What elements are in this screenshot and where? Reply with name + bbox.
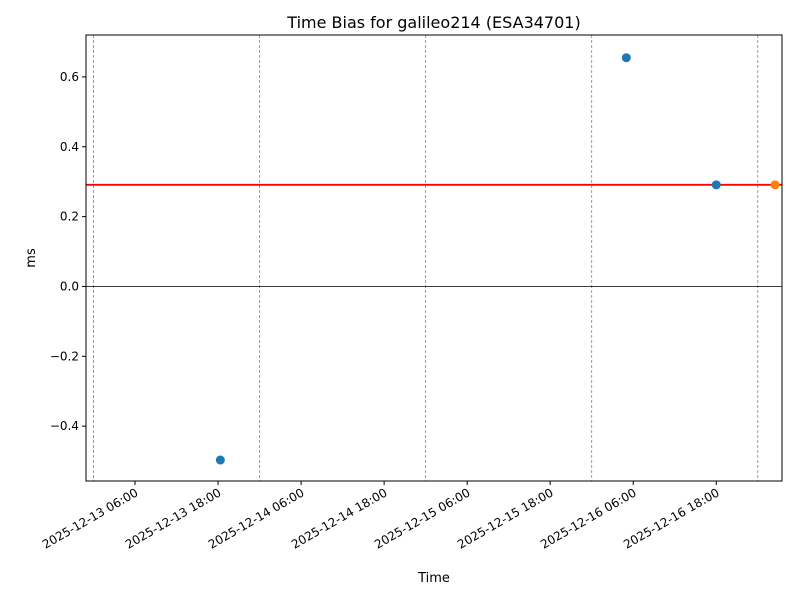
data-point — [215, 455, 225, 465]
data-point — [770, 180, 780, 190]
y-axis-label: ms — [24, 248, 39, 268]
y-tick-label: −0.4 — [50, 419, 79, 433]
data-point — [711, 180, 721, 190]
data-point — [621, 53, 631, 63]
y-tick-label: 0.0 — [60, 279, 79, 293]
y-tick-label: 0.4 — [60, 140, 79, 154]
chart-title: Time Bias for galileo214 (ESA34701) — [286, 13, 580, 32]
y-tick-label: 0.6 — [60, 70, 79, 84]
y-tick-label: −0.2 — [50, 349, 79, 363]
x-axis-label: Time — [417, 571, 450, 586]
plot-frame — [85, 34, 783, 482]
y-tick-label: 0.2 — [60, 210, 79, 224]
